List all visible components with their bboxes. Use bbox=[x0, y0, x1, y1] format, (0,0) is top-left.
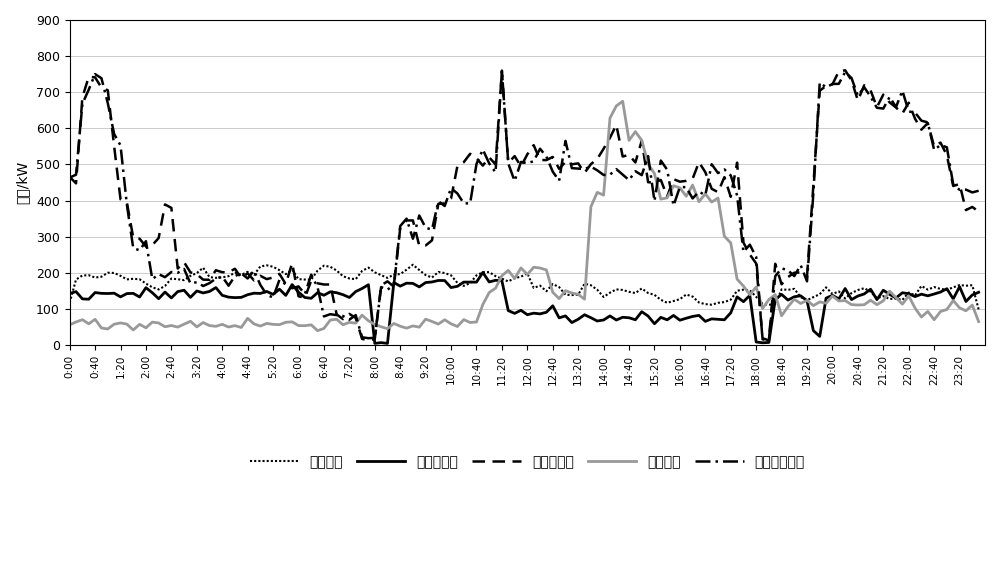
重要负荷 bbox=[127, 275, 139, 282]
可转移负荷 bbox=[973, 208, 985, 215]
一般负荷 bbox=[807, 302, 819, 309]
可中断负荷 bbox=[197, 289, 209, 297]
重要负荷 bbox=[343, 275, 355, 282]
重要负荷 bbox=[973, 306, 985, 313]
电动汽车负荷 bbox=[718, 166, 730, 173]
一般负荷 bbox=[973, 318, 985, 325]
可中断负荷 bbox=[64, 290, 76, 297]
可转移负荷 bbox=[839, 67, 851, 74]
电动汽车负荷 bbox=[763, 337, 775, 344]
Legend: 重要负荷, 可中断负荷, 可转移负荷, 一般负荷, 电动汽车负荷: 重要负荷, 可中断负荷, 可转移负荷, 一般负荷, 电动汽车负荷 bbox=[244, 449, 810, 475]
一般负荷 bbox=[312, 327, 324, 334]
电动汽车负荷 bbox=[343, 316, 355, 323]
重要负荷 bbox=[814, 291, 826, 298]
可转移负荷 bbox=[712, 189, 724, 196]
电动汽车负荷 bbox=[973, 187, 985, 194]
可转移负荷 bbox=[197, 276, 209, 283]
可中断负荷 bbox=[127, 290, 139, 297]
Line: 电动汽车负荷: 电动汽车负荷 bbox=[70, 71, 979, 340]
一般负荷 bbox=[197, 319, 209, 326]
可转移负荷 bbox=[801, 272, 813, 280]
一般负荷 bbox=[617, 98, 629, 105]
可中断负荷 bbox=[477, 269, 489, 276]
电动汽车负荷 bbox=[820, 84, 832, 91]
电动汽车负荷 bbox=[64, 174, 76, 181]
Line: 重要负荷: 重要负荷 bbox=[70, 265, 979, 309]
可中断负荷 bbox=[820, 295, 832, 302]
一般负荷 bbox=[725, 239, 737, 246]
Line: 可中断负荷: 可中断负荷 bbox=[70, 272, 979, 343]
可中断负荷 bbox=[381, 340, 393, 347]
电动汽车负荷 bbox=[496, 67, 508, 74]
电动汽车负荷 bbox=[807, 190, 819, 197]
Y-axis label: 功率/kW: 功率/kW bbox=[15, 161, 29, 204]
重要负荷 bbox=[718, 299, 730, 306]
可转移负荷 bbox=[127, 234, 139, 241]
重要负荷 bbox=[197, 264, 209, 271]
可转移负荷 bbox=[64, 173, 76, 180]
可中断负荷 bbox=[973, 289, 985, 296]
电动汽车负荷 bbox=[197, 282, 209, 289]
重要负荷 bbox=[407, 261, 419, 268]
电动汽车负荷 bbox=[127, 244, 139, 251]
一般负荷 bbox=[820, 299, 832, 306]
一般负荷 bbox=[350, 319, 362, 326]
一般负荷 bbox=[64, 321, 76, 328]
可转移负荷 bbox=[343, 311, 355, 318]
可转移负荷 bbox=[814, 87, 826, 94]
Line: 可转移负荷: 可转移负荷 bbox=[70, 70, 979, 340]
可中断负荷 bbox=[725, 309, 737, 316]
Line: 一般负荷: 一般负荷 bbox=[70, 101, 979, 331]
可中断负荷 bbox=[343, 294, 355, 301]
可转移负荷 bbox=[763, 337, 775, 344]
可中断负荷 bbox=[807, 327, 819, 334]
重要负荷 bbox=[64, 299, 76, 306]
重要负荷 bbox=[801, 297, 813, 304]
一般负荷 bbox=[127, 326, 139, 333]
